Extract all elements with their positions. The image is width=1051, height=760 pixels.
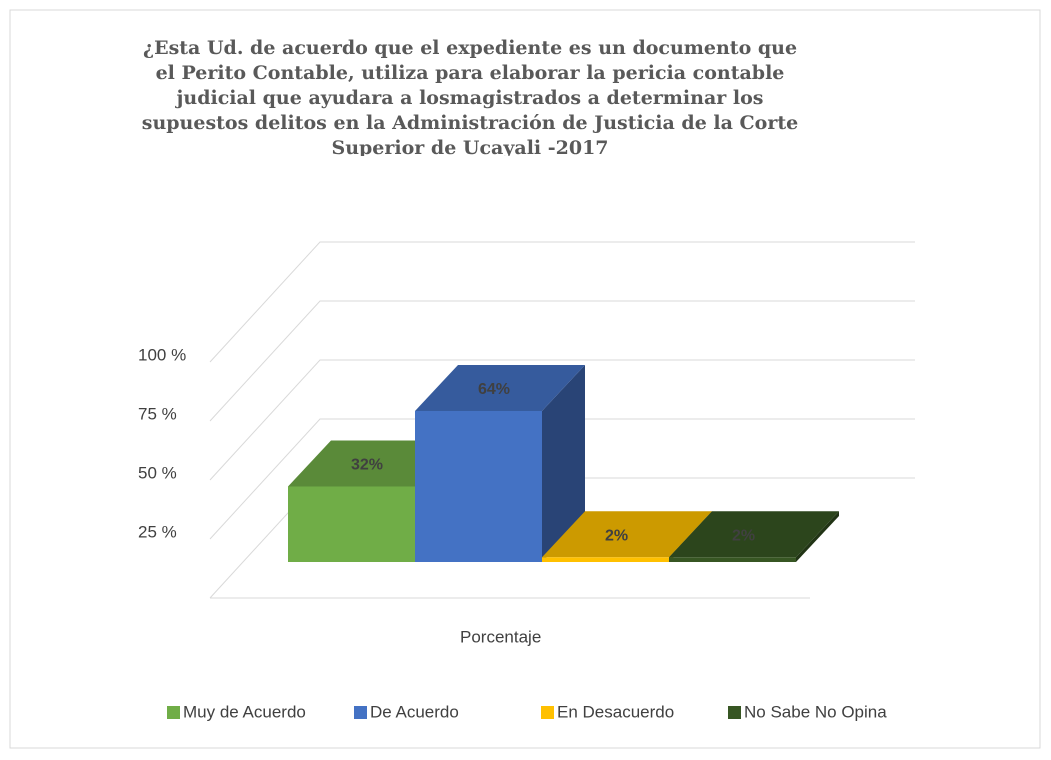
bar-top — [542, 511, 712, 558]
grid-line — [209, 241, 915, 363]
legend-swatch — [167, 706, 180, 719]
y-tick-label: 25 % — [138, 522, 177, 541]
title-box: ¿Esta Ud. de acuerdo que el expediente e… — [141, 37, 799, 156]
bar-front — [415, 410, 542, 562]
bar-top — [669, 511, 839, 558]
y-tick-label: 100 % — [138, 345, 186, 364]
value-label: 32% — [351, 457, 383, 474]
x-tick-label: Porcentaje — [460, 627, 541, 646]
bar-top — [415, 364, 585, 411]
legend-label: En Desacuerdo — [557, 702, 674, 721]
grid-line — [209, 418, 915, 540]
legend-label: De Acuerdo — [370, 702, 459, 721]
value-label: 64% — [478, 381, 510, 398]
bar-side — [542, 364, 585, 562]
bar — [669, 511, 839, 562]
bar-front — [542, 557, 669, 562]
grid-line — [209, 300, 915, 422]
chart-title: ¿Esta Ud. de acuerdo que el expediente e… — [141, 37, 799, 156]
value-label: 2% — [732, 527, 755, 544]
legend-swatch — [541, 706, 554, 719]
bar-front — [669, 557, 796, 562]
value-label: 2% — [605, 527, 628, 544]
y-tick-label: 75 % — [138, 404, 177, 423]
bar-side — [796, 511, 839, 562]
legend-label: Muy de Acuerdo — [183, 702, 306, 721]
bar-front — [288, 486, 415, 562]
legend-swatch — [354, 706, 367, 719]
legend-label: No Sabe No Opina — [744, 702, 887, 721]
grid-line — [209, 359, 915, 481]
legend-swatch — [728, 706, 741, 719]
bar — [415, 364, 585, 562]
y-tick-label: 50 % — [138, 463, 177, 482]
